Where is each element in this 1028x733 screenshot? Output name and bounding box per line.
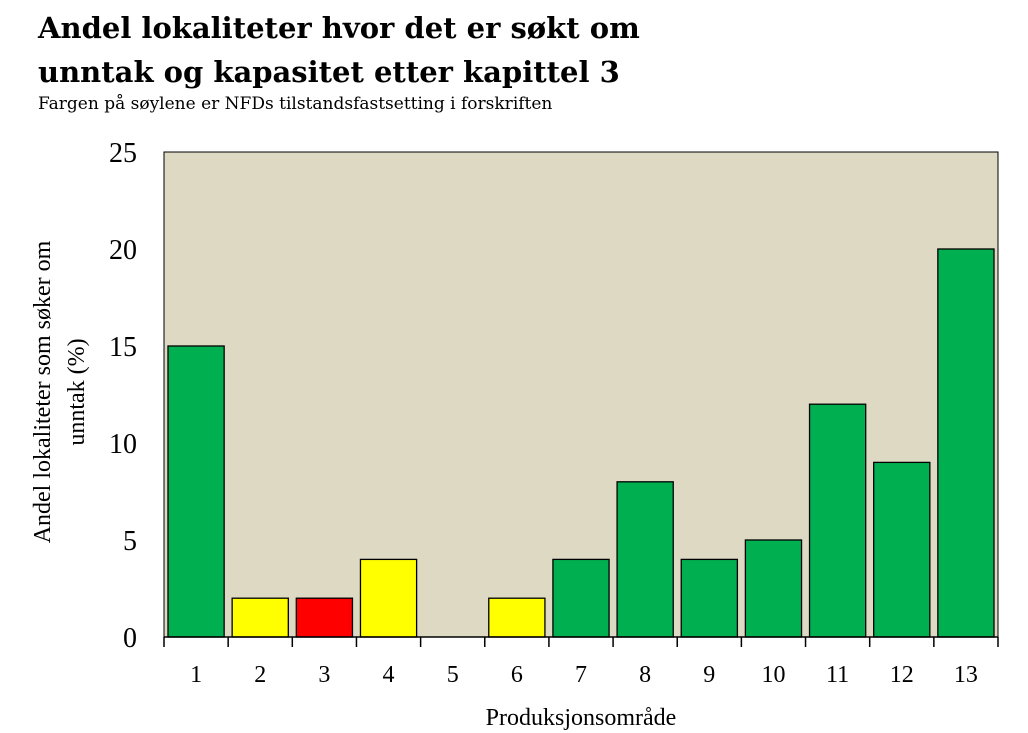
title-line-2: unntak og kapasitet etter kapittel 3	[38, 55, 620, 89]
y-tick-label: 25	[109, 138, 137, 169]
x-tick-label: 6	[511, 662, 523, 688]
x-tick-label: 13	[954, 662, 978, 688]
y-tick-label: 10	[109, 429, 137, 460]
y-axis-label-line: Andel lokaliteter som søker om	[30, 240, 56, 543]
bar-13	[937, 248, 995, 638]
x-tick-label: 1	[190, 662, 202, 688]
x-tick-label: 5	[447, 662, 459, 688]
x-tick-label: 7	[575, 662, 587, 688]
x-tick-label: 9	[703, 662, 715, 688]
bar-8	[616, 481, 674, 638]
y-axis-label-line: unntak (%)	[64, 338, 90, 445]
x-tick-label: 8	[639, 662, 651, 688]
x-tick-label: 4	[383, 662, 395, 688]
bar-2	[231, 597, 289, 638]
bar-4	[359, 558, 418, 638]
title-line-1: Andel lokaliteter hvor det er søkt om	[38, 11, 640, 45]
x-tick-label: 12	[890, 662, 914, 688]
chart-subtitle: Fargen på søylene er NFDs tilstandsfasts…	[38, 94, 553, 114]
bar-1	[167, 345, 225, 638]
x-tick-label: 3	[318, 662, 330, 688]
y-tick-label: 5	[123, 526, 137, 557]
bar-6	[488, 597, 546, 638]
x-tick-label: 10	[761, 662, 785, 688]
y-tick-label: 0	[123, 623, 137, 654]
y-axis-label: Andel lokaliteter som søker om unntak (%)	[30, 240, 90, 543]
y-tick-label: 20	[109, 235, 137, 266]
bar-3	[295, 597, 354, 638]
bar-9	[680, 558, 739, 638]
y-tick-label: 15	[109, 332, 137, 363]
bar-7	[552, 558, 610, 638]
x-tick-label: 11	[826, 662, 849, 688]
x-tick-label: 2	[254, 662, 266, 688]
bar-12	[873, 461, 931, 638]
bar-10	[744, 539, 803, 638]
chart-title: Andel lokaliteter hvor det er søkt om un…	[38, 6, 640, 94]
bar-11	[808, 403, 867, 638]
x-axis-label: Produksjonsområde	[486, 705, 677, 731]
